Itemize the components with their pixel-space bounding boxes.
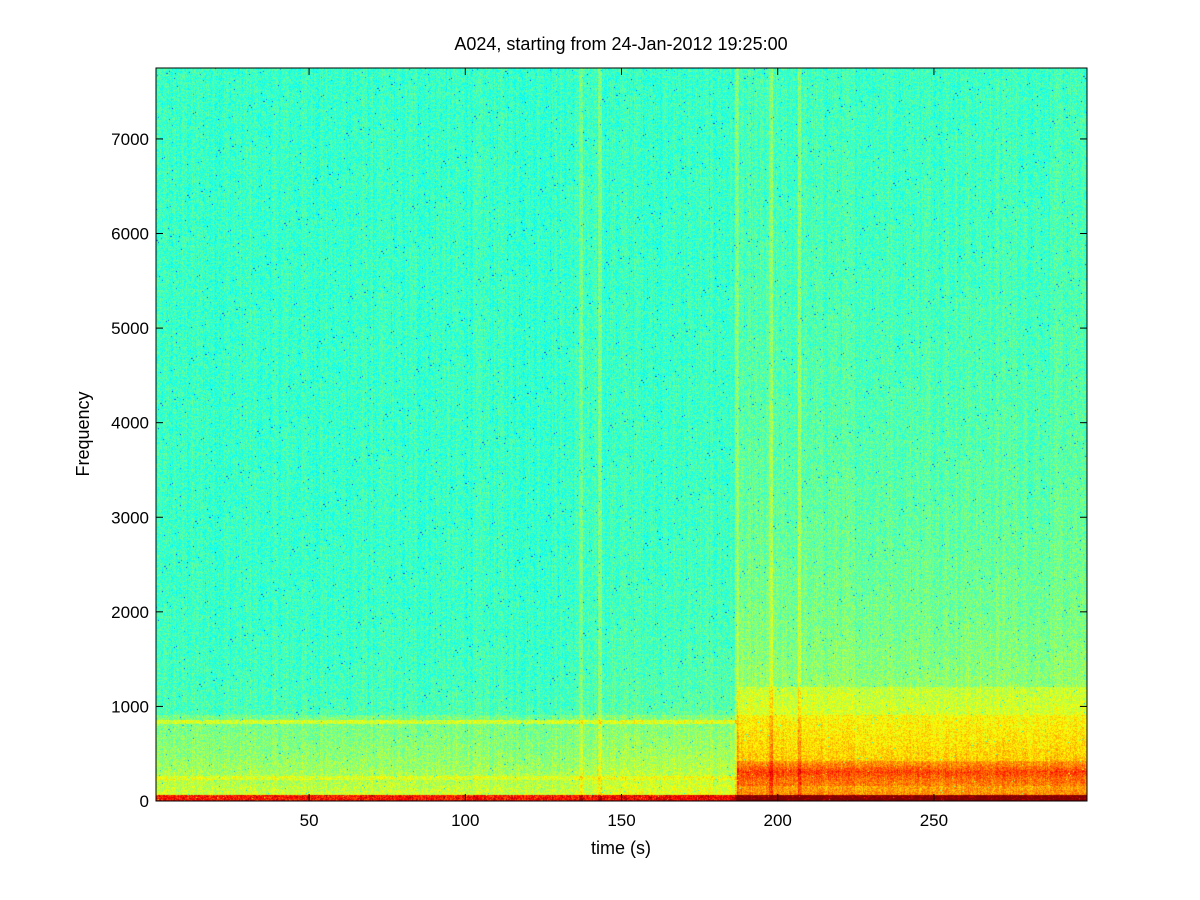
y-tick-label: 3000 (111, 508, 149, 527)
y-tick-label: 6000 (111, 225, 149, 244)
chart-title: A024, starting from 24-Jan-2012 19:25:00 (454, 34, 787, 54)
x-tick-label: 250 (920, 811, 948, 830)
spectrogram-canvas (156, 68, 1087, 801)
x-tick-label: 150 (607, 811, 635, 830)
y-tick-label: 7000 (111, 130, 149, 149)
spectrogram-canvas-wrap (156, 68, 1087, 801)
x-tick-label: 100 (451, 811, 479, 830)
y-tick-label: 2000 (111, 603, 149, 622)
x-axis-label: time (s) (591, 838, 651, 858)
y-tick-label: 4000 (111, 414, 149, 433)
x-tick-label: 50 (300, 811, 319, 830)
y-tick-label: 5000 (111, 319, 149, 338)
x-tick-label: 200 (764, 811, 792, 830)
y-tick-label: 1000 (111, 697, 149, 716)
y-axis-ticks: 0 1000 2000 3000 4000 5000 6000 7000 (111, 130, 1087, 811)
x-axis-ticks: 50 100 150 200 250 (300, 68, 948, 830)
y-tick-label: 0 (140, 792, 149, 811)
y-axis-label: Frequency (73, 391, 93, 476)
